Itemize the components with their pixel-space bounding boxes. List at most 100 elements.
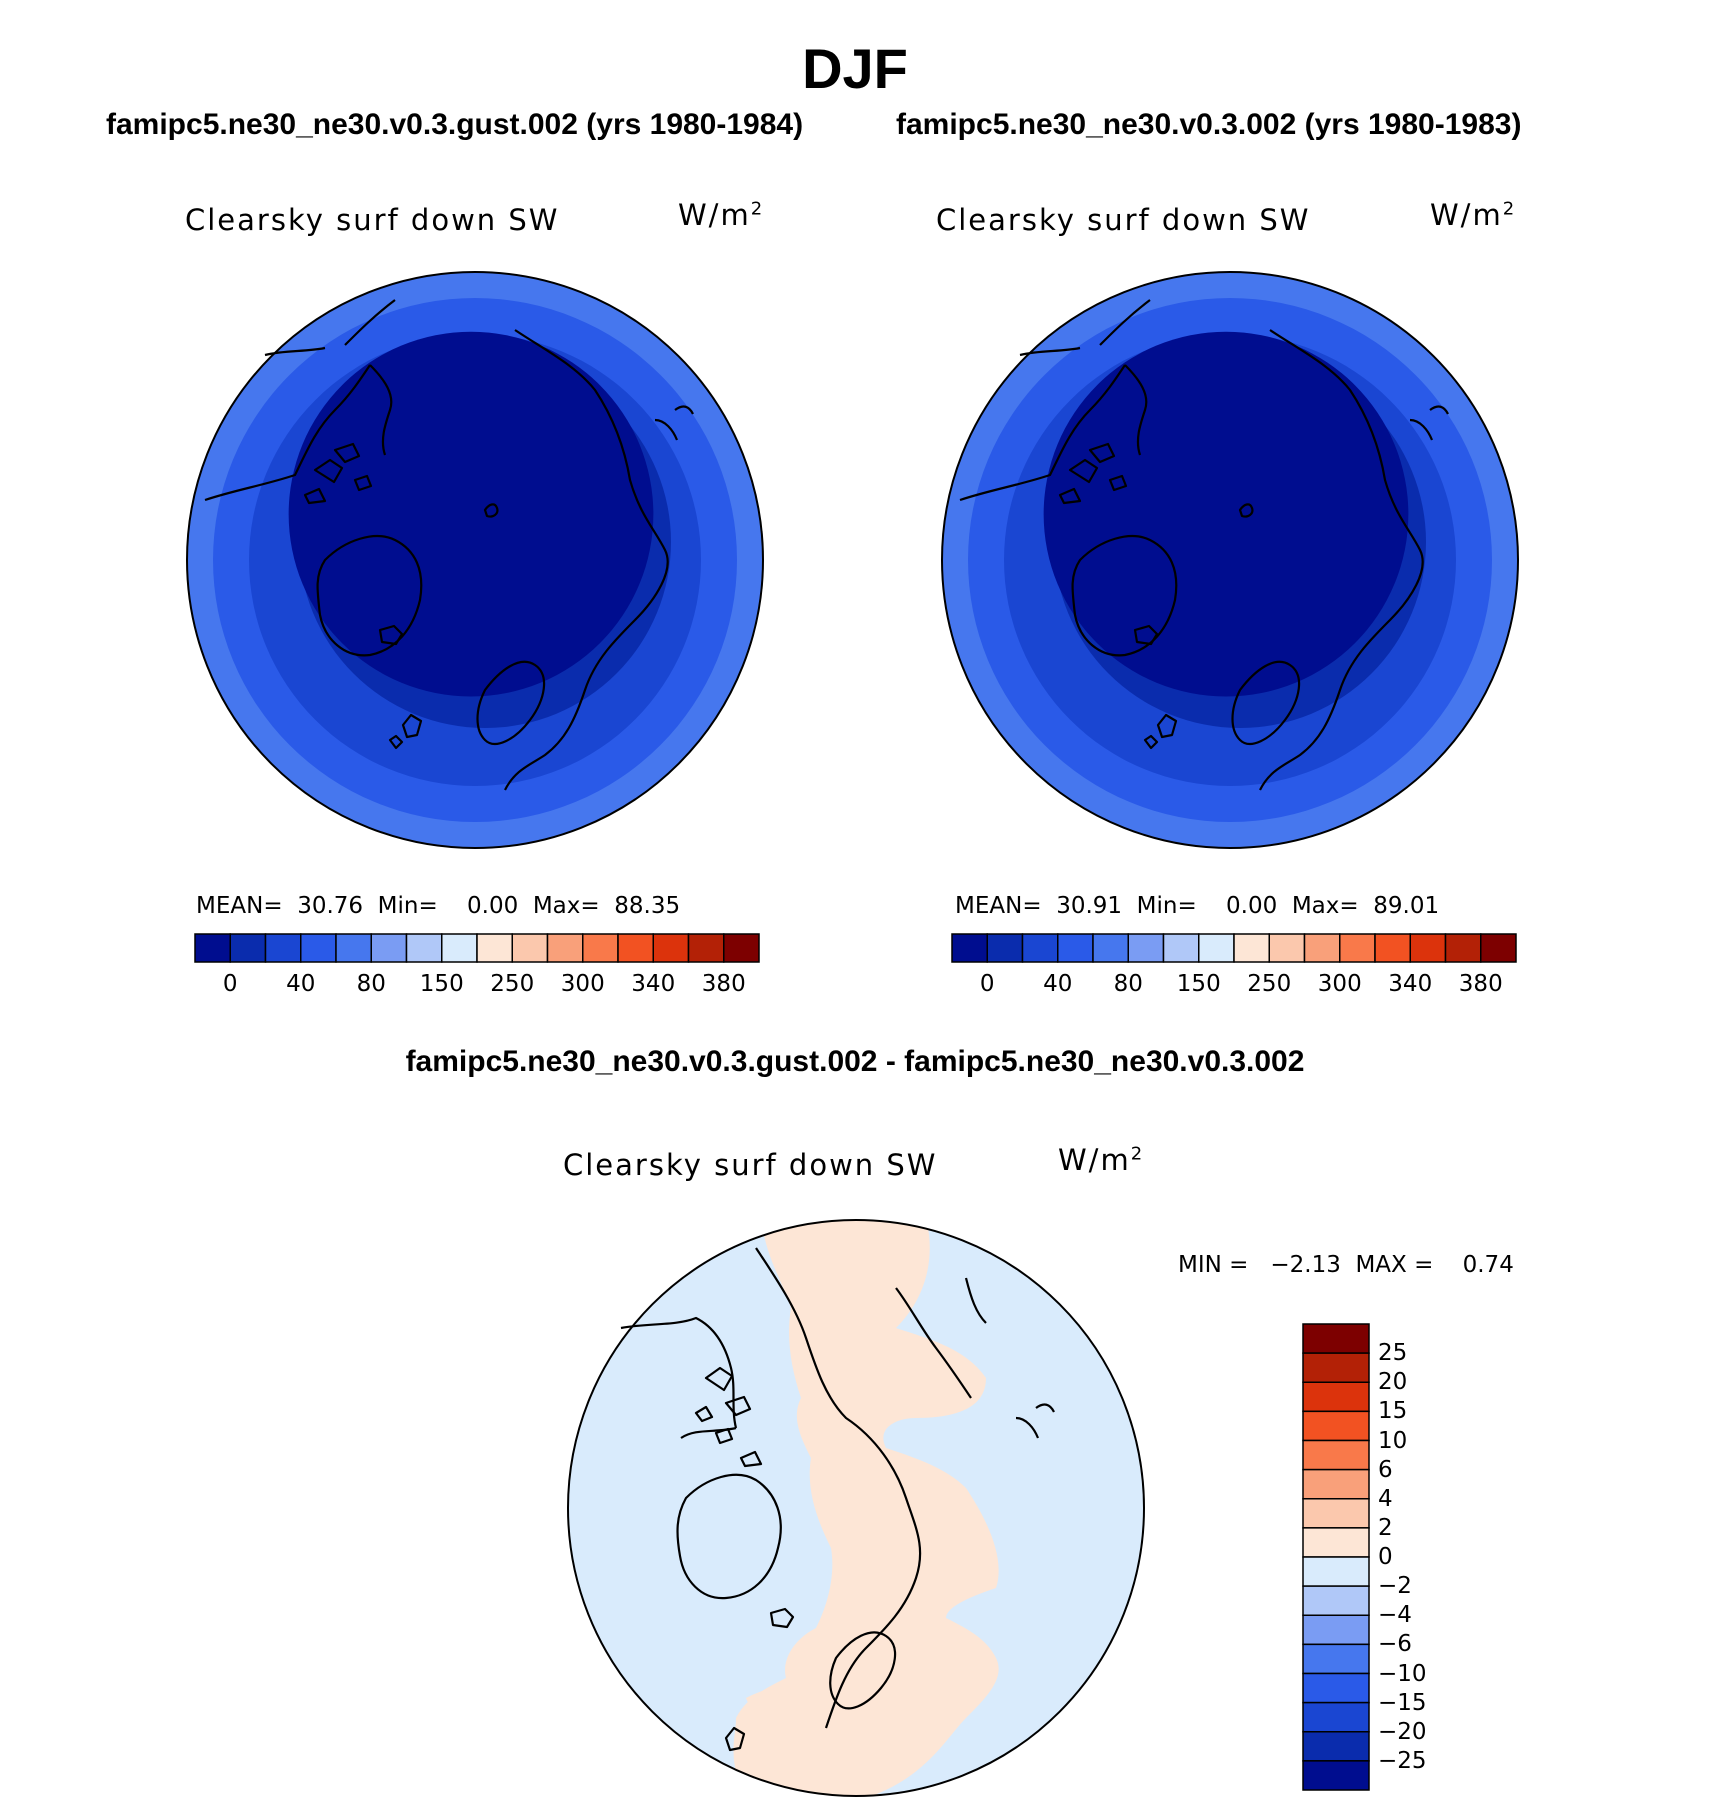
diff-units-label: W/m2 <box>1058 1143 1145 1177</box>
iceland <box>1133 624 1159 646</box>
colorbar-tick-label: 0 <box>1378 1544 1393 1570</box>
colorbar-tick-label: 10 <box>1378 1427 1408 1454</box>
left-case-title: famipc5.ne30_ne30.v0.3.gust.002 (yrs 198… <box>106 108 804 141</box>
colorbar-tick-label: 0 <box>979 971 995 997</box>
ring-core <box>1043 331 1409 697</box>
colorbar-tick-label: 80 <box>1113 971 1143 997</box>
colorbar-swatch <box>652 933 690 963</box>
eurasia-coast <box>1259 329 1424 791</box>
colorbar-tick-label: −10 <box>1378 1660 1427 1687</box>
colorbar-swatch <box>1303 933 1341 963</box>
colorbar-swatch <box>1444 933 1482 963</box>
colorbar-swatch <box>1198 933 1235 963</box>
left-units-label: W/m2 <box>678 198 765 232</box>
colorbar-swatch <box>1127 933 1165 963</box>
colorbar-swatch <box>1480 933 1517 963</box>
colorbar-swatch <box>229 933 267 963</box>
iceland <box>378 624 404 646</box>
left-map-rings <box>187 272 763 848</box>
scandinavia-coast <box>829 1631 897 1710</box>
greenland-coast <box>1071 535 1178 657</box>
colorbar-swatch <box>1302 1498 1370 1529</box>
colorbar-tick-label: 80 <box>356 971 386 997</box>
colorbar-swatch <box>1302 1701 1370 1733</box>
alaska-coast <box>264 299 396 357</box>
colorbar-tick-label: 4 <box>1378 1485 1393 1512</box>
colorbar-tick-label: 340 <box>1388 971 1433 997</box>
colorbar-swatch <box>370 933 408 963</box>
colorbar-swatch <box>1302 1643 1370 1675</box>
diff-colorbar <box>1302 1323 1370 1791</box>
colorbar-tick-label: 250 <box>490 971 535 997</box>
colorbar-tick-label: −4 <box>1378 1602 1412 1629</box>
right-stats: MEAN= 30.91 Min= 0.00 Max= 89.01 <box>955 893 1440 919</box>
colorbar-swatch <box>1302 1439 1370 1471</box>
colorbar-swatch <box>1302 1672 1370 1704</box>
right-map-rings <box>942 272 1518 848</box>
novaya-zemlya <box>483 503 499 518</box>
colorbar-swatch <box>1021 933 1059 963</box>
colorbar-tick-label: −2 <box>1378 1573 1412 1600</box>
colorbar-tick-label: 300 <box>560 971 605 997</box>
colorbar-swatch <box>1302 1381 1370 1413</box>
iceland <box>769 1607 795 1629</box>
colorbar-swatch <box>723 933 760 963</box>
colorbar-swatch <box>511 933 549 963</box>
colorbar-tick-label: 20 <box>1378 1369 1408 1396</box>
colorbar-swatch <box>1302 1731 1370 1762</box>
colorbar-swatch <box>1302 1352 1370 1383</box>
right-map-border <box>941 271 1519 849</box>
colorbar-swatch <box>264 933 302 963</box>
colorbar-swatch <box>1302 1556 1370 1587</box>
colorbar-tick-label: 40 <box>286 971 316 997</box>
colorbar-swatch <box>1302 1760 1370 1791</box>
colorbar-tick-label: 40 <box>1043 971 1073 997</box>
alaska-coast <box>1019 299 1151 357</box>
diff-colorbar-ticks: 25 20 15 10 6 4 2 0 −2 −4 −6 −10 −15 −20 −25 <box>1378 1324 1458 1790</box>
colorbar-tick-label: 2 <box>1378 1514 1393 1541</box>
colorbar-swatch <box>546 933 584 963</box>
colorbar-swatch <box>1268 933 1306 963</box>
north-america-coast <box>959 364 1148 502</box>
colorbar-swatch <box>1302 1410 1370 1442</box>
colorbar-swatch <box>1374 933 1411 963</box>
colorbar-swatch <box>1339 933 1376 963</box>
colorbar-tick-label: 250 <box>1247 971 1292 997</box>
colorbar-swatch <box>476 933 513 963</box>
right-polar-map <box>941 271 1519 849</box>
colorbar-swatch <box>1162 933 1200 963</box>
colorbar-swatch <box>1057 933 1094 963</box>
canadian-archipelago <box>1058 442 1128 505</box>
colorbar-swatch <box>1302 1527 1370 1558</box>
left-coastlines <box>204 299 694 791</box>
right-variable-label: Clearsky surf down SW <box>936 203 1311 237</box>
left-colorbar <box>194 933 760 963</box>
diff-coastlines <box>620 1247 1055 1752</box>
colorbar-tick-label: 25 <box>1378 1340 1408 1367</box>
colorbar-tick-label: 150 <box>419 971 464 997</box>
eurasia-coast <box>504 329 669 791</box>
scandinavia-coast <box>476 660 546 746</box>
diff-variable-label: Clearsky surf down SW <box>563 1148 938 1182</box>
right-colorbar-ticks: 0 40 80 150 250 300 340 380 <box>952 971 1516 1001</box>
main-title: DJF <box>802 37 908 100</box>
greenland-coast <box>316 535 423 657</box>
colorbar-tick-label: 15 <box>1378 1398 1408 1425</box>
left-polar-map <box>186 271 764 849</box>
colorbar-tick-label: −15 <box>1378 1689 1427 1716</box>
colorbar-swatch <box>986 933 1024 963</box>
alaska-coast <box>895 1277 987 1399</box>
colorbar-swatch <box>617 933 654 963</box>
right-colorbar <box>951 933 1517 963</box>
colorbar-tick-label: −6 <box>1378 1631 1412 1658</box>
north-america-coast <box>204 364 393 502</box>
right-coastlines <box>959 299 1449 791</box>
east-coast <box>1409 405 1449 441</box>
left-stats: MEAN= 30.76 Min= 0.00 Max= 88.35 <box>196 893 681 919</box>
diff-map-border <box>567 1219 1145 1797</box>
east-coast <box>654 405 694 441</box>
colorbar-swatch <box>300 933 337 963</box>
diff-stats: MIN = −2.13 MAX = 0.74 <box>1178 1252 1514 1278</box>
diff-title: famipc5.ne30_ne30.v0.3.gust.002 - famipc… <box>405 1045 1305 1078</box>
colorbar-swatch <box>1233 933 1270 963</box>
